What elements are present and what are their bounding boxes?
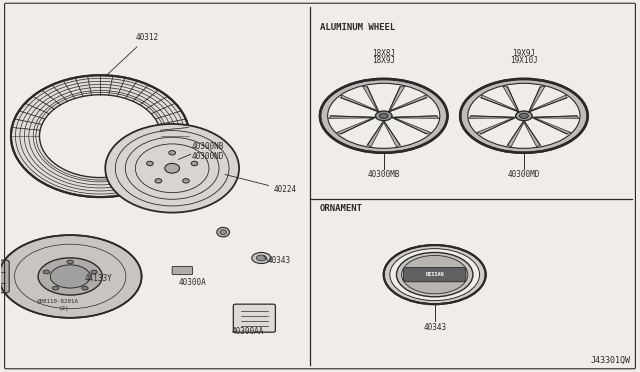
Text: ORNAMENT: ORNAMENT <box>320 203 363 213</box>
Circle shape <box>396 253 473 297</box>
Circle shape <box>91 270 97 274</box>
Polygon shape <box>529 86 566 112</box>
FancyBboxPatch shape <box>0 260 9 293</box>
Text: 40312: 40312 <box>106 33 158 76</box>
Circle shape <box>44 270 50 274</box>
Circle shape <box>380 113 388 118</box>
Circle shape <box>252 253 271 263</box>
Circle shape <box>401 256 468 294</box>
Circle shape <box>50 265 90 288</box>
Text: 40300A: 40300A <box>179 278 206 287</box>
Polygon shape <box>367 121 400 147</box>
Circle shape <box>82 286 88 290</box>
Text: NISSAN: NISSAN <box>426 272 444 277</box>
Polygon shape <box>388 86 426 112</box>
Text: 19X10J: 19X10J <box>510 56 538 65</box>
Text: 40343: 40343 <box>268 256 291 265</box>
Text: ALUMINUM WHEEL: ALUMINUM WHEEL <box>320 23 396 32</box>
Text: 18X8J: 18X8J <box>372 49 396 58</box>
Polygon shape <box>532 116 579 134</box>
Circle shape <box>516 111 532 121</box>
Ellipse shape <box>169 151 175 155</box>
Circle shape <box>320 79 447 153</box>
Ellipse shape <box>11 75 189 197</box>
Text: 40343: 40343 <box>423 323 446 331</box>
Ellipse shape <box>182 179 189 183</box>
Text: @08110-8201A: @08110-8201A <box>36 298 79 303</box>
Circle shape <box>328 83 440 148</box>
Ellipse shape <box>105 124 239 212</box>
Ellipse shape <box>155 179 162 183</box>
Text: 40300AA: 40300AA <box>232 327 264 336</box>
Circle shape <box>468 83 580 148</box>
Text: (2): (2) <box>59 306 69 311</box>
Circle shape <box>520 113 529 118</box>
FancyBboxPatch shape <box>172 266 193 275</box>
Text: 40300ND: 40300ND <box>191 153 223 161</box>
Text: 40300MD: 40300MD <box>508 170 540 179</box>
Text: 40300NB: 40300NB <box>191 142 223 151</box>
FancyBboxPatch shape <box>234 304 275 332</box>
Text: 40224: 40224 <box>225 174 297 194</box>
Polygon shape <box>468 116 516 134</box>
Polygon shape <box>392 116 439 134</box>
Polygon shape <box>508 121 540 147</box>
Text: 18X9J: 18X9J <box>372 56 396 65</box>
Ellipse shape <box>220 230 227 235</box>
Circle shape <box>38 258 102 295</box>
Circle shape <box>376 111 392 121</box>
Circle shape <box>0 235 141 318</box>
FancyBboxPatch shape <box>403 267 466 282</box>
Polygon shape <box>328 116 376 134</box>
Text: 40300MB: 40300MB <box>367 170 400 179</box>
Polygon shape <box>482 86 519 112</box>
Circle shape <box>384 245 486 304</box>
Ellipse shape <box>40 95 161 177</box>
Ellipse shape <box>217 227 230 237</box>
Ellipse shape <box>165 163 180 173</box>
Circle shape <box>460 79 588 153</box>
Text: J43301QW: J43301QW <box>591 356 631 365</box>
Ellipse shape <box>147 161 153 166</box>
Text: 19X9J: 19X9J <box>513 49 536 58</box>
Circle shape <box>390 248 479 301</box>
Ellipse shape <box>191 161 198 166</box>
Text: 44133Y: 44133Y <box>84 274 112 283</box>
Circle shape <box>52 286 59 290</box>
Circle shape <box>67 260 74 264</box>
Circle shape <box>256 255 266 261</box>
Polygon shape <box>342 86 379 112</box>
